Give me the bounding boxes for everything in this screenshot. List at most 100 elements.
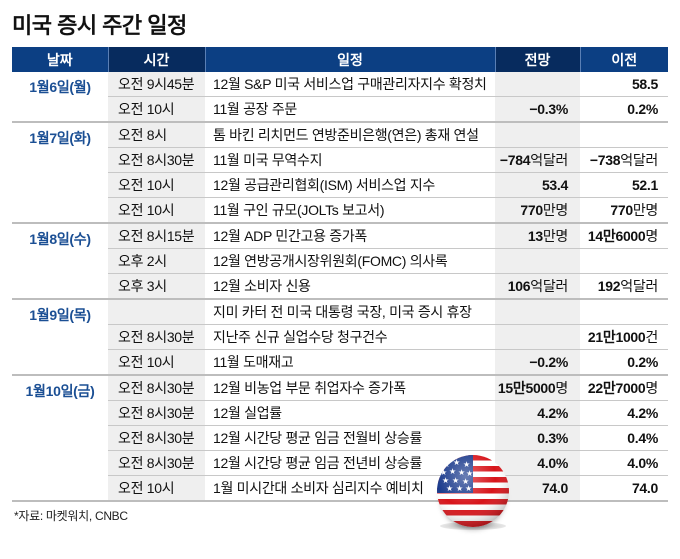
header-event: 일정 — [205, 47, 496, 72]
table-row: 오전 8시30분 11월 미국 무역수지 −784억달러 −738억달러 — [12, 147, 668, 173]
event-cell: 12월 소비자 신용 — [205, 273, 495, 300]
unit-suffix: 억달러 — [620, 278, 658, 294]
header-forecast: 전망 — [495, 47, 581, 72]
header-previous: 이전 — [580, 47, 668, 72]
event-cell: 12월 S&P 미국 서비스업 구매관리자지수 확정치 — [205, 72, 495, 97]
previous-cell: 22만7000명 — [580, 375, 668, 401]
previous-cell: 192억달러 — [580, 273, 668, 300]
forecast-cell: 0.3% — [495, 425, 580, 451]
forecast-cell — [495, 122, 580, 148]
previous-cell: 0.2% — [580, 349, 668, 376]
unit-suffix: 만명 — [542, 228, 568, 244]
unit-suffix: 억달러 — [620, 152, 658, 168]
table-row: 오전 8시30분 12월 시간당 평균 임금 전년비 상승률 4.0% 4.0% — [12, 450, 668, 476]
unit-suffix: 억달러 — [530, 278, 568, 294]
table-row: 오후 2시 12월 연방공개시장위원회(FOMC) 의사록 — [12, 248, 668, 274]
time-cell: 오전 10시 — [108, 96, 205, 123]
table-row: 1월10일(금) 오전 8시30분 12월 비농업 부문 취업자수 증가폭 15만50… — [12, 375, 668, 502]
unit-suffix: 만명 — [542, 202, 568, 218]
unit-suffix: 명 — [555, 380, 568, 396]
previous-cell: 0.2% — [580, 96, 668, 123]
previous-cell: −738억달러 — [580, 147, 668, 173]
previous-cell — [580, 248, 668, 274]
page-title: 미국 증시 주간 일정 — [12, 13, 187, 38]
forecast-cell — [495, 324, 580, 350]
event-cell: 12월 실업률 — [205, 400, 495, 426]
time-cell: 오전 10시 — [108, 475, 205, 502]
time-cell: 오후 2시 — [108, 248, 205, 274]
event-cell: 11월 미국 무역수지 — [205, 147, 495, 173]
header-time: 시간 — [108, 47, 206, 72]
forecast-cell: −0.3% — [495, 96, 580, 123]
forecast-cell: −784억달러 — [495, 147, 580, 173]
time-cell: 오전 8시30분 — [108, 375, 205, 401]
weekly-schedule-table: 날짜 시간 일정 전망 이전 1월6일(월) 오전 9시45분 12월 S&P 미국… — [12, 47, 668, 502]
forecast-cell: 4.0% — [495, 450, 580, 476]
time-cell — [108, 299, 205, 325]
table-row: 오전 10시 11월 공장 주문 −0.3% 0.2% — [12, 96, 668, 123]
time-cell: 오전 8시30분 — [108, 425, 205, 451]
table-row: 오전 8시30분 지난주 신규 실업수당 청구건수 21만1000건 — [12, 324, 668, 350]
time-cell: 오전 8시30분 — [108, 450, 205, 476]
forecast-cell: 770만명 — [495, 197, 580, 224]
previous-cell — [580, 122, 668, 148]
forecast-cell: 106억달러 — [495, 273, 580, 300]
table-header-row: 날짜 시간 일정 전망 이전 — [12, 47, 668, 72]
unit-suffix: 억달러 — [530, 152, 568, 168]
previous-cell: 52.1 — [580, 172, 668, 198]
table-row: 오후 3시 12월 소비자 신용 106억달러 192억달러 — [12, 273, 668, 300]
forecast-cell — [495, 248, 580, 274]
time-cell: 오전 10시 — [108, 197, 205, 224]
time-cell: 오전 8시30분 — [108, 147, 205, 173]
table-row: 1월9일(목) 지미 카터 전 미국 대통령 국장, 미국 증시 휴장 — [12, 299, 668, 376]
date-cell: 1월6일(월) — [12, 72, 108, 123]
forecast-cell: 13만명 — [495, 223, 580, 249]
table-row: 오전 8시30분 12월 시간당 평균 임금 전월비 상승률 0.3% 0.4% — [12, 425, 668, 451]
time-cell: 오전 8시 — [108, 122, 205, 148]
unit-suffix: 건 — [645, 329, 658, 345]
forecast-cell: 4.2% — [495, 400, 580, 426]
date-cell: 1월8일(수) — [12, 223, 108, 300]
date-cell: 1월10일(금) — [12, 375, 108, 502]
table-row: 1월7일(화) 오전 8시 톰 바킨 리치먼드 연방준비은행(연은) 총재 연설 — [12, 122, 668, 224]
forecast-cell — [495, 72, 580, 97]
event-cell: 12월 연방공개시장위원회(FOMC) 의사록 — [205, 248, 495, 274]
table-body: 1월6일(월) 오전 9시45분 12월 S&P 미국 서비스업 구매관리자지수 확… — [12, 72, 668, 502]
event-cell: 12월 비농업 부문 취업자수 증가폭 — [205, 375, 495, 401]
previous-cell — [580, 299, 668, 325]
time-cell: 오전 8시15분 — [108, 223, 205, 249]
time-cell: 오전 10시 — [108, 172, 205, 198]
time-cell: 오전 9시45분 — [108, 72, 205, 97]
unit-suffix: 만명 — [632, 202, 658, 218]
forecast-cell: 53.4 — [495, 172, 580, 198]
date-cell: 1월9일(목) — [12, 299, 108, 376]
table-row: 1월6일(월) 오전 9시45분 12월 S&P 미국 서비스업 구매관리자지수 확… — [12, 72, 668, 123]
forecast-cell: 74.0 — [495, 475, 580, 502]
table-row: 오전 10시 11월 도매재고 −0.2% 0.2% — [12, 349, 668, 376]
forecast-cell: −0.2% — [495, 349, 580, 376]
previous-cell: 4.2% — [580, 400, 668, 426]
table-row: 오전 10시 12월 공급관리협회(ISM) 서비스업 지수 53.4 52.1 — [12, 172, 668, 198]
time-cell: 오전 10시 — [108, 349, 205, 376]
time-cell: 오후 3시 — [108, 273, 205, 300]
unit-suffix: 명 — [645, 228, 658, 244]
table-row: 1월8일(수) 오전 8시15분 12월 ADP 민간고용 증가폭 13만명 14만60… — [12, 223, 668, 300]
table-row: 오전 10시 1월 미시간대 소비자 심리지수 예비치 74.0 74.0 — [12, 475, 668, 502]
event-cell: 지미 카터 전 미국 대통령 국장, 미국 증시 휴장 — [205, 299, 495, 325]
previous-cell: 770만명 — [580, 197, 668, 224]
forecast-cell: 15만5000명 — [495, 375, 580, 401]
event-cell: 12월 ADP 민간고용 증가폭 — [205, 223, 495, 249]
previous-cell: 58.5 — [580, 72, 668, 97]
time-cell: 오전 8시30분 — [108, 324, 205, 350]
unit-suffix: 명 — [645, 380, 658, 396]
date-cell: 1월7일(화) — [12, 122, 108, 224]
event-cell: 11월 도매재고 — [205, 349, 495, 376]
header-date: 날짜 — [12, 47, 109, 72]
event-cell: 11월 구인 규모(JOLTs 보고서) — [205, 197, 495, 224]
event-cell: 12월 시간당 평균 임금 전월비 상승률 — [205, 425, 495, 451]
time-cell: 오전 8시30분 — [108, 400, 205, 426]
us-flag-sphere-icon: ★★★ ★★★★ ★★★ ★★★ — [437, 455, 509, 527]
source-note: *자료: 마켓워치, CNBC — [14, 509, 128, 523]
previous-cell: 74.0 — [580, 475, 668, 502]
previous-cell: 0.4% — [580, 425, 668, 451]
